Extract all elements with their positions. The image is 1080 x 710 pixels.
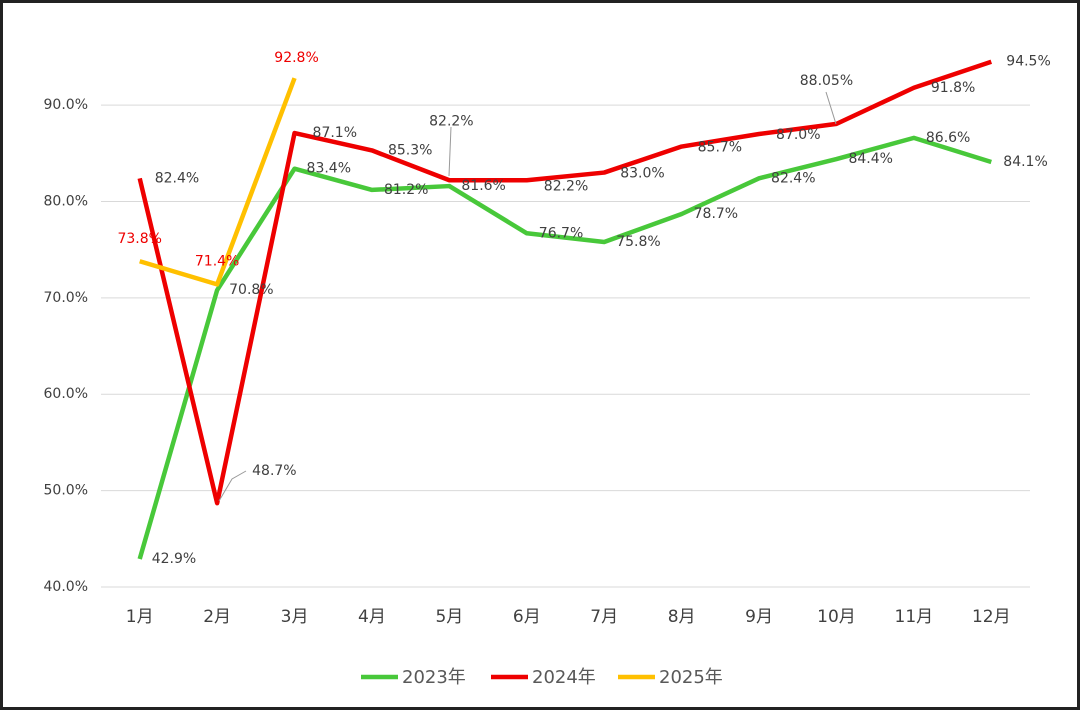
data-label: 87.1% bbox=[313, 125, 357, 141]
legend-label: 2024年 bbox=[532, 667, 596, 688]
leader-line bbox=[218, 470, 247, 502]
y-tick-label: 50.0% bbox=[44, 483, 88, 499]
data-label: 84.4% bbox=[848, 151, 892, 167]
data-label: 70.8% bbox=[229, 282, 273, 298]
x-tick-label: 4月 bbox=[358, 607, 386, 627]
data-label: 92.8% bbox=[274, 50, 318, 66]
x-tick-label: 9月 bbox=[745, 607, 773, 627]
x-tick-label: 7月 bbox=[590, 607, 618, 627]
legend-label: 2023年 bbox=[402, 667, 466, 688]
data-label: 88.05% bbox=[800, 73, 853, 89]
data-label: 75.8% bbox=[616, 234, 660, 250]
series-line bbox=[137, 59, 993, 506]
y-tick-label: 40.0% bbox=[44, 579, 88, 595]
data-label: 42.9% bbox=[152, 551, 196, 567]
y-tick-label: 60.0% bbox=[44, 386, 88, 402]
x-tick-label: 1月 bbox=[126, 607, 154, 627]
data-label: 82.4% bbox=[155, 170, 199, 186]
data-label: 86.6% bbox=[926, 130, 970, 146]
x-tick-label: 6月 bbox=[513, 607, 541, 627]
data-label: 85.7% bbox=[698, 140, 742, 156]
x-tick-label: 3月 bbox=[281, 607, 309, 627]
x-tick-label: 12月 bbox=[972, 607, 1011, 627]
x-tick-label: 10月 bbox=[817, 607, 856, 627]
data-label: 78.7% bbox=[694, 206, 738, 222]
data-label: 84.1% bbox=[1003, 154, 1047, 170]
x-tick-label: 11月 bbox=[895, 607, 934, 627]
series-line bbox=[139, 77, 297, 287]
data-label: 83.0% bbox=[620, 166, 664, 182]
data-label: 82.2% bbox=[429, 113, 473, 129]
data-label: 81.6% bbox=[461, 178, 505, 194]
data-label: 85.3% bbox=[388, 142, 432, 158]
data-label: 48.7% bbox=[252, 463, 296, 479]
data-label: 91.8% bbox=[931, 80, 975, 96]
data-label: 73.8% bbox=[117, 231, 161, 247]
data-label: 81.2% bbox=[384, 182, 428, 198]
data-label: 82.2% bbox=[544, 178, 588, 194]
y-tick-label: 70.0% bbox=[44, 290, 88, 306]
data-label: 71.4% bbox=[195, 253, 239, 269]
legend-label: 2025年 bbox=[659, 667, 723, 688]
y-tick-label: 80.0% bbox=[44, 193, 88, 209]
leader-line bbox=[448, 126, 452, 177]
data-label: 76.7% bbox=[539, 225, 583, 241]
leader-line bbox=[825, 91, 837, 125]
x-tick-label: 8月 bbox=[668, 607, 696, 627]
y-tick-label: 90.0% bbox=[44, 97, 88, 113]
data-label: 87.0% bbox=[776, 127, 820, 143]
x-tick-label: 2月 bbox=[203, 607, 231, 627]
x-tick-label: 5月 bbox=[435, 607, 463, 627]
data-label: 82.4% bbox=[771, 170, 815, 186]
data-label: 83.4% bbox=[307, 161, 351, 177]
data-label: 94.5% bbox=[1006, 54, 1050, 70]
